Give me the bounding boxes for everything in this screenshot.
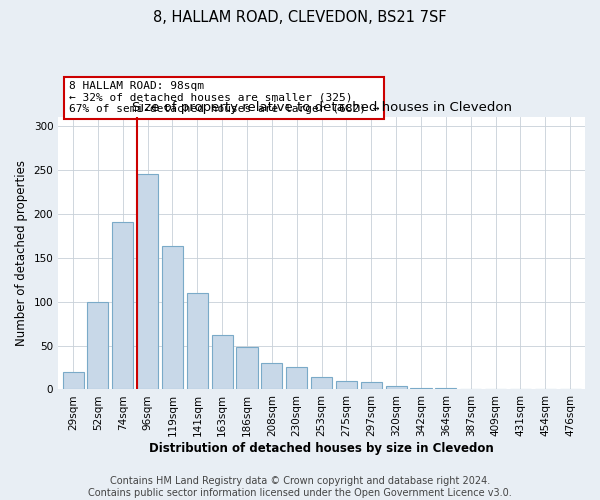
Text: 8 HALLAM ROAD: 98sqm
← 32% of detached houses are smaller (325)
67% of semi-deta: 8 HALLAM ROAD: 98sqm ← 32% of detached h… xyxy=(69,81,379,114)
Bar xyxy=(410,388,431,390)
Bar xyxy=(62,372,83,390)
X-axis label: Distribution of detached houses by size in Clevedon: Distribution of detached houses by size … xyxy=(149,442,494,455)
Bar xyxy=(361,382,382,390)
Bar xyxy=(262,363,283,390)
Bar xyxy=(236,348,257,390)
Bar xyxy=(336,380,357,390)
Bar xyxy=(386,386,407,390)
Bar xyxy=(112,222,133,390)
Text: 8, HALLAM ROAD, CLEVEDON, BS21 7SF: 8, HALLAM ROAD, CLEVEDON, BS21 7SF xyxy=(153,10,447,25)
Bar xyxy=(88,302,109,390)
Bar xyxy=(162,246,183,390)
Bar xyxy=(137,174,158,390)
Bar xyxy=(187,293,208,390)
Bar xyxy=(286,368,307,390)
Bar xyxy=(485,388,506,390)
Bar xyxy=(212,335,233,390)
Bar xyxy=(560,388,581,390)
Bar xyxy=(311,377,332,390)
Text: Contains HM Land Registry data © Crown copyright and database right 2024.
Contai: Contains HM Land Registry data © Crown c… xyxy=(88,476,512,498)
Bar xyxy=(435,388,457,390)
Title: Size of property relative to detached houses in Clevedon: Size of property relative to detached ho… xyxy=(131,102,512,114)
Y-axis label: Number of detached properties: Number of detached properties xyxy=(15,160,28,346)
Bar xyxy=(460,388,481,390)
